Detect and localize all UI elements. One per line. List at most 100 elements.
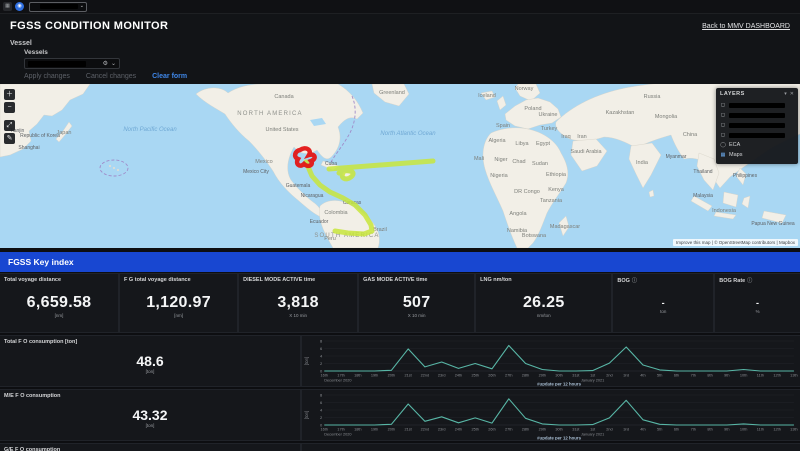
stat-card-unit: X 10 min xyxy=(289,312,307,318)
svg-text:25th: 25th xyxy=(471,428,478,432)
svg-text:2: 2 xyxy=(320,361,323,366)
gear-icon[interactable]: ⚙ xyxy=(102,61,108,67)
clear-form-button[interactable]: Clear form xyxy=(152,73,188,80)
svg-text:13th: 13th xyxy=(790,374,797,378)
page-title: FGSS CONDITION MONITOR xyxy=(10,20,169,32)
svg-text:#update per 12 hours: #update per 12 hours xyxy=(537,381,581,386)
svg-text:3rd: 3rd xyxy=(623,374,629,378)
stat-card-value: - xyxy=(755,298,760,308)
svg-text:11th: 11th xyxy=(757,428,764,432)
layer-item-eca[interactable]: ◯ ECA xyxy=(720,140,794,150)
layer-item[interactable]: ◻ xyxy=(720,130,794,140)
svg-text:28th: 28th xyxy=(522,374,529,378)
stat-card-label: BOG ⓘ xyxy=(613,274,713,285)
chart-stat-title: Total F O consumption [ton] xyxy=(4,339,78,345)
svg-text:2nd: 2nd xyxy=(606,428,612,432)
layer-item[interactable]: ◻ xyxy=(720,110,794,120)
stat-card: DIESEL MODE ACTIVE time 3,818 X 10 min xyxy=(238,273,359,333)
svg-text:4: 4 xyxy=(320,354,323,359)
svg-text:20th: 20th xyxy=(388,428,395,432)
layer-item[interactable]: ◻ xyxy=(720,100,794,110)
stat-card-label-text: BOG Rate xyxy=(719,277,746,284)
stat-card: BOG Rate ⓘ -% xyxy=(714,273,800,333)
eca-layer-icon: ◯ xyxy=(720,142,726,148)
stat-card-body: 26.25 nm/ton xyxy=(476,279,611,332)
chart-stat-card: M/E F O consumption 43.32 [ton] xyxy=(0,389,301,441)
timeseries-chart[interactable]: 0 2 4 6 8 16th 17th 18th 19th 20th 21st 22nd 23rd 24t… xyxy=(302,336,800,386)
timeseries-chart-panel[interactable] xyxy=(301,443,800,451)
info-icon[interactable]: ⓘ xyxy=(747,278,753,284)
close-icon[interactable]: ✕ xyxy=(789,91,794,97)
timeseries-chart[interactable]: 0 2 4 6 8 16th 17th 18th 19th 20th 21st 22nd 23rd 24t… xyxy=(302,390,800,440)
svg-text:[ton]: [ton] xyxy=(304,411,309,419)
chart-stat-title: M/E F O consumption xyxy=(4,393,61,399)
map-canvas[interactable] xyxy=(0,84,800,248)
svg-text:21st: 21st xyxy=(405,428,413,432)
stat-card-label: F G total voyage distance xyxy=(120,274,237,283)
svg-text:3rd: 3rd xyxy=(623,428,629,432)
layer-label: ECA xyxy=(729,142,741,148)
svg-text:December 2020: December 2020 xyxy=(324,433,351,437)
zoom-out-button[interactable]: − xyxy=(4,102,15,113)
svg-text:29th: 29th xyxy=(539,428,546,432)
chart-stat-body: 48.6 [ton] xyxy=(0,341,300,386)
svg-text:12th: 12th xyxy=(773,374,780,378)
svg-text:30th: 30th xyxy=(555,374,562,378)
stat-card-label: Total voyage distance xyxy=(0,274,118,283)
stat-card-body: -% xyxy=(715,280,800,332)
stat-card-body: 6,659.58 [nm] xyxy=(0,279,118,332)
stat-card-value: 26.25 xyxy=(522,293,565,311)
info-icon[interactable]: ⓘ xyxy=(631,278,637,284)
layer-item[interactable]: ◻ xyxy=(720,120,794,130)
svg-text:6th: 6th xyxy=(674,428,679,432)
chart-stat-card: Total F O consumption [ton] 48.6 [ton] xyxy=(0,335,301,387)
zoom-in-button[interactable]: ＋ xyxy=(4,89,15,100)
svg-text:16th: 16th xyxy=(321,428,328,432)
chart-row: M/E F O consumption 43.32 [ton] 0 2 4 6 8 16th 17… xyxy=(0,389,800,441)
stat-card: BOG ⓘ - ton xyxy=(612,273,715,333)
timeseries-chart-panel[interactable]: 0 2 4 6 8 16th 17th 18th 19th 20th 21st 22nd 23rd 24t… xyxy=(301,389,800,441)
chevron-down-icon[interactable]: ⌄ xyxy=(110,61,116,67)
svg-text:22nd: 22nd xyxy=(421,428,430,432)
map-attribution[interactable]: Improve this map | © OpenStreetMap contr… xyxy=(673,239,798,246)
svg-text:7th: 7th xyxy=(691,374,696,378)
back-to-dashboard-link[interactable]: Back to MMV DASHBOARD xyxy=(702,22,790,30)
layer-item-maps[interactable]: ▦ Maps xyxy=(720,150,794,160)
stat-card-label-text: BOG xyxy=(617,277,630,284)
vessel-section-label: Vessel xyxy=(10,40,32,47)
maps-layer-icon: ▦ xyxy=(720,152,726,158)
key-index-row-header[interactable]: FGSS Key index xyxy=(0,252,800,272)
svg-text:8th: 8th xyxy=(707,428,712,432)
app-logo-icon[interactable]: ◉ xyxy=(15,2,24,11)
apps-icon[interactable]: ▦ xyxy=(3,2,12,11)
chart-stat-value: 43.32 xyxy=(132,407,168,423)
consumption-chart-rows: Total F O consumption [ton] 48.6 [ton] 0 2 4 6… xyxy=(0,335,800,451)
svg-text:18th: 18th xyxy=(354,374,361,378)
eca-zone-boundaries xyxy=(99,95,356,177)
redacted-layer-name xyxy=(729,122,785,128)
svg-text:8: 8 xyxy=(320,393,323,398)
vessel-select[interactable]: ⚙ ⌄ xyxy=(24,58,120,69)
apply-changes-button[interactable]: Apply changes xyxy=(24,73,70,80)
top-app-bar: ▦ ◉ ⌄ xyxy=(0,0,800,14)
svg-text:January 2021: January 2021 xyxy=(581,433,604,437)
layer-visibility-icon: ◻ xyxy=(720,122,726,128)
collapse-icon[interactable]: ▾ xyxy=(784,91,787,97)
svg-text:17th: 17th xyxy=(337,374,344,378)
dashboard-select[interactable]: ⌄ xyxy=(29,1,87,12)
svg-text:December 2020: December 2020 xyxy=(324,379,351,383)
stat-card-body: 507 X 10 min xyxy=(359,279,474,332)
svg-text:19th: 19th xyxy=(371,374,378,378)
timeseries-chart-panel[interactable]: 0 2 4 6 8 16th 17th 18th 19th 20th 21st 22nd 23rd 24t… xyxy=(301,335,800,387)
svg-text:#update per 12 hours: #update per 12 hours xyxy=(537,435,581,440)
layer-visibility-icon: ◻ xyxy=(720,102,726,108)
cancel-changes-button[interactable]: Cancel changes xyxy=(85,73,137,80)
chevron-down-icon: ⌄ xyxy=(79,3,84,9)
svg-text:11th: 11th xyxy=(757,374,764,378)
stat-card-label-text: LNG nm/ton xyxy=(480,277,512,283)
draw-tool-button[interactable]: ✎ xyxy=(4,133,15,144)
chart-stat-unit: [ton] xyxy=(145,369,155,374)
stat-card-value: - xyxy=(661,298,665,308)
stat-card-body: 3,818 X 10 min xyxy=(239,279,357,332)
expand-map-button[interactable]: ⤢ xyxy=(4,120,15,131)
